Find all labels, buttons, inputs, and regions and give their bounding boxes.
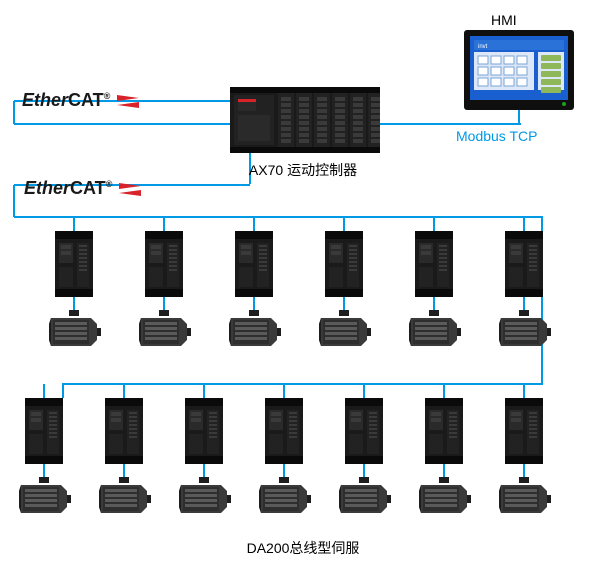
servo-motor-2-0 (19, 477, 73, 517)
servo-motor-2-6 (499, 477, 553, 517)
servo-motor-2-4 (339, 477, 393, 517)
servo-drive-1-2 (235, 231, 273, 297)
servo-motor-2-1 (99, 477, 153, 517)
servo-drive-2-0 (25, 398, 63, 464)
servo-drive-1-1 (145, 231, 183, 297)
controller-label: AX70 运动控制器 (249, 160, 357, 180)
servo-label: DA200总线型伺服 (247, 538, 360, 558)
servo-drive-1-0 (55, 231, 93, 297)
servo-motor-1-3 (319, 310, 373, 350)
servo-motor-1-4 (409, 310, 463, 350)
modbus-tcp-label: Modbus TCP (456, 128, 537, 144)
servo-motor-2-3 (259, 477, 313, 517)
servo-drive-1-5 (505, 231, 543, 297)
servo-motor-2-2 (179, 477, 233, 517)
hmi-label: HMI (491, 12, 517, 28)
servo-drive-2-6 (505, 398, 543, 464)
motion-controller (230, 87, 380, 153)
servo-drive-2-1 (105, 398, 143, 464)
servo-drive-2-5 (425, 398, 463, 464)
servo-motor-2-5 (419, 477, 473, 517)
servo-drive-1-4 (415, 231, 453, 297)
ethercat-logo-2: EtherCAT® (24, 178, 141, 199)
svg-text:invt: invt (478, 44, 488, 50)
servo-motor-1-1 (139, 310, 193, 350)
servo-motor-1-5 (499, 310, 553, 350)
servo-drive-2-4 (345, 398, 383, 464)
servo-motor-1-2 (229, 310, 283, 350)
servo-drive-2-3 (265, 398, 303, 464)
servo-drive-1-3 (325, 231, 363, 297)
servo-drive-2-2 (185, 398, 223, 464)
ethercat-logo-1: EtherCAT® (22, 90, 139, 111)
hmi-panel: invt (464, 30, 574, 110)
servo-motor-1-0 (49, 310, 103, 350)
